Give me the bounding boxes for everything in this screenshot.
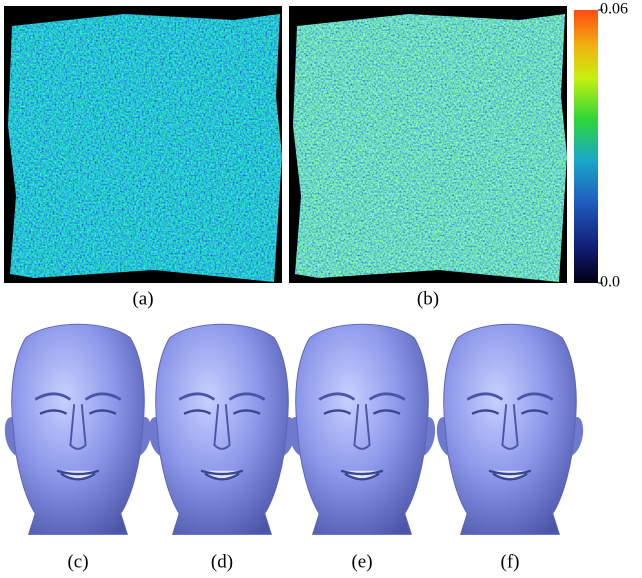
- error-map-image: [4, 6, 282, 283]
- error-map-image: [289, 6, 567, 283]
- panel-label: (c): [67, 551, 88, 572]
- error-map-a: [4, 6, 282, 283]
- page: Figure {"error_maps": ["(a)", "(b)"], "r…: [0, 0, 642, 578]
- colorbar-tick-label: 0.06: [600, 1, 628, 18]
- panel-label: (e): [351, 551, 372, 572]
- colorbar-tick-label: 0.0: [600, 274, 620, 291]
- panel-label: (b): [417, 288, 439, 309]
- error-map-b: [289, 6, 567, 283]
- colorbar: [574, 10, 598, 283]
- figure: (a) (b) (c) (d) (e) (f) 0.06 0.0: [0, 0, 642, 578]
- panel-label: (a): [132, 288, 153, 309]
- panel-label: (d): [211, 551, 233, 572]
- body: (a) (b) (c) (d) (e) (f) 0.060.0 (() => {…: [0, 0, 642, 578]
- panel-label: (f): [501, 551, 520, 572]
